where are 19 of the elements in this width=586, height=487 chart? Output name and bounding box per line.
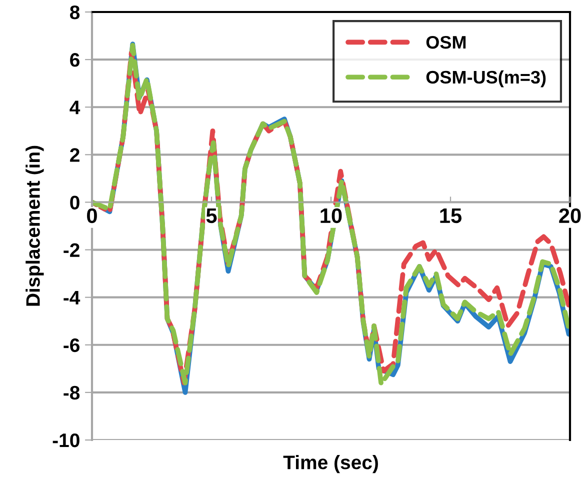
y-tick-label: -4 bbox=[64, 291, 80, 304]
y-tick-label: 2 bbox=[70, 148, 80, 162]
y-tick-label: -8 bbox=[64, 386, 80, 400]
y-tick-label: 8 bbox=[70, 5, 80, 20]
y-tick-label: 4 bbox=[70, 100, 80, 114]
y-tick-label: 0 bbox=[70, 196, 80, 210]
x-axis-title: Time (sec) bbox=[283, 454, 378, 474]
x-tick-label: 20 bbox=[559, 208, 581, 224]
y-tick-label: 6 bbox=[70, 53, 80, 67]
y-tick-label: -6 bbox=[64, 338, 80, 352]
y-axis-title: Displacement (in) bbox=[26, 146, 44, 306]
x-tick-label: 15 bbox=[440, 208, 462, 224]
legend-label: OSM-US(m=3) bbox=[426, 70, 546, 88]
y-tick-label: -10 bbox=[52, 433, 80, 448]
x-tick-label: 10 bbox=[320, 208, 342, 224]
x-tick-label: 5 bbox=[206, 208, 217, 224]
y-tick-label: -2 bbox=[64, 243, 80, 257]
x-tick-label: 0 bbox=[87, 208, 97, 224]
legend-label: OSM bbox=[426, 36, 466, 49]
